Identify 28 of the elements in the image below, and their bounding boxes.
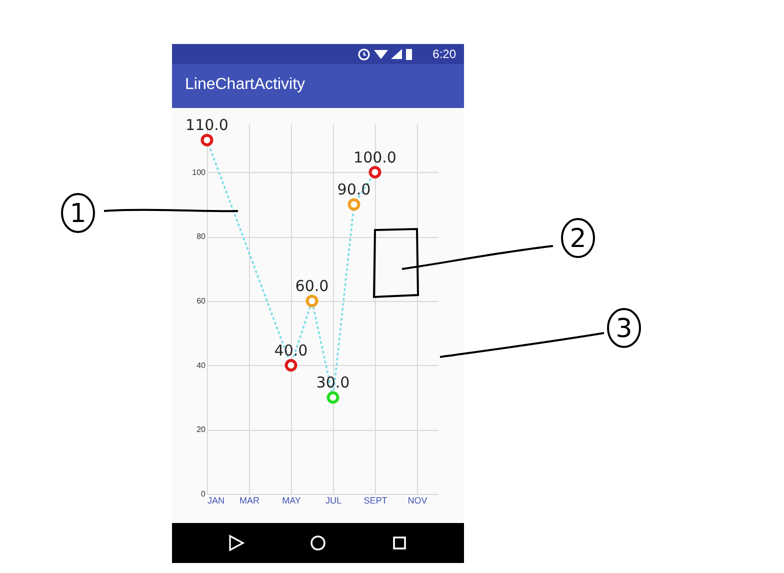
point	[306, 294, 318, 308]
data-label: 40.0	[274, 341, 308, 360]
y-tick-label: 20	[196, 425, 206, 434]
x-tick-label: SEPT	[364, 496, 388, 506]
data-label: 100.0	[354, 148, 396, 166]
y-tick-label: 60	[196, 296, 206, 306]
data-label: 90.0	[337, 180, 371, 198]
y-tick-label: 100	[192, 168, 206, 177]
y-tick-label: 80	[196, 232, 206, 242]
x-tick-label: MAR	[240, 496, 260, 506]
x-tick-label: JAN	[208, 496, 225, 506]
point	[200, 134, 214, 146]
circled-number: 3	[607, 308, 641, 348]
point	[326, 391, 340, 404]
chart-title: LineChartActivity	[185, 76, 306, 94]
text: 6:20	[432, 47, 456, 61]
circled-number: 2	[561, 218, 595, 258]
data-label: 60.0	[295, 276, 329, 295]
x-tick-label: JUL	[325, 496, 342, 506]
x-tick-label: MAY	[282, 496, 301, 506]
y-tick-label: 0	[201, 490, 206, 498]
x-tick-label: NOV	[408, 496, 428, 506]
y-tick-label: 40	[196, 360, 206, 370]
circled-number: 1	[61, 193, 95, 233]
data-label: 110.0	[186, 116, 228, 134]
point	[368, 166, 382, 178]
point	[348, 198, 360, 211]
point	[284, 359, 298, 372]
